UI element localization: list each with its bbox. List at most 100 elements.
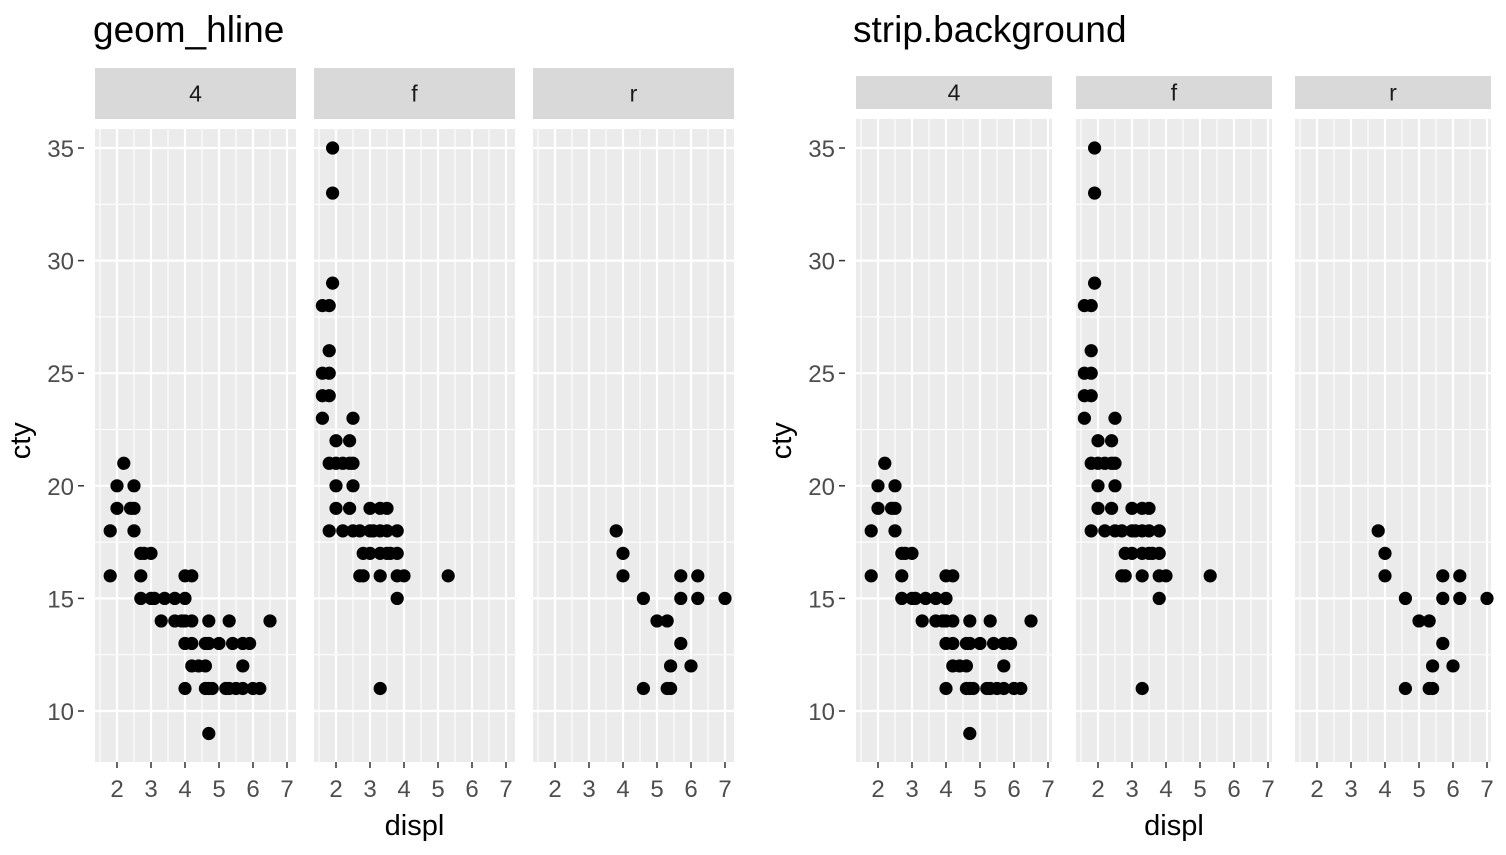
- x-tick-label: 3: [905, 776, 918, 803]
- data-point: [178, 681, 192, 696]
- data-point: [1453, 591, 1467, 606]
- data-point: [674, 591, 688, 606]
- x-tick-label: 3: [1344, 776, 1357, 803]
- data-point: [1084, 389, 1098, 403]
- data-point: [1118, 569, 1132, 583]
- data-point: [326, 276, 340, 290]
- data-point: [871, 479, 885, 493]
- data-point: [1088, 186, 1102, 200]
- x-tick-label: 6: [246, 776, 259, 803]
- data-point: [915, 614, 929, 628]
- data-point: [1142, 524, 1156, 538]
- data-point: [691, 591, 705, 606]
- data-point: [178, 591, 192, 606]
- data-point: [1084, 299, 1098, 313]
- x-axis-label: displ: [385, 810, 445, 842]
- x-tick-label: 6: [684, 776, 697, 803]
- data-point: [1135, 569, 1149, 583]
- x-tick-label: 5: [650, 776, 663, 803]
- data-point: [117, 456, 131, 470]
- data-point: [718, 591, 732, 606]
- data-point: [609, 524, 623, 538]
- data-point: [674, 569, 688, 583]
- x-tick-label: 3: [363, 776, 376, 803]
- y-tick-label: 35: [47, 136, 74, 163]
- facet-panel-4: 42 3 4 5 6 7: [856, 76, 1055, 803]
- data-point: [939, 681, 953, 696]
- data-point: [959, 659, 974, 673]
- data-point: [1378, 569, 1392, 583]
- x-tick-label: 5: [212, 776, 225, 803]
- x-tick-label: 3: [144, 776, 157, 803]
- data-point: [336, 524, 350, 538]
- data-point: [888, 524, 902, 538]
- x-tick-label: 7: [1261, 776, 1274, 803]
- data-point: [1084, 524, 1098, 538]
- data-point: [236, 659, 250, 673]
- data-point: [329, 434, 343, 448]
- data-point: [946, 636, 960, 651]
- data-point: [380, 501, 394, 515]
- data-point: [1152, 591, 1166, 606]
- data-point: [888, 479, 902, 493]
- data-point: [1446, 659, 1460, 673]
- data-point: [1077, 411, 1091, 425]
- x-tick-label: 2: [1091, 776, 1104, 803]
- facet-panel-r: r 2 3 4 5 6 7: [1295, 76, 1494, 803]
- data-point: [1480, 591, 1494, 606]
- data-point: [185, 569, 199, 583]
- data-point: [660, 614, 674, 628]
- chart-title: geom_hline: [93, 9, 284, 50]
- facet-strip: [1295, 76, 1491, 109]
- data-point: [691, 569, 705, 583]
- chart-title: strip.background: [853, 9, 1127, 50]
- data-point: [1091, 479, 1105, 493]
- data-point: [1398, 681, 1412, 696]
- data-point: [919, 591, 933, 606]
- data-point: [441, 569, 455, 583]
- data-point: [664, 659, 678, 673]
- data-point: [905, 546, 919, 560]
- y-tick-label: 20: [808, 474, 835, 501]
- data-point: [674, 636, 688, 651]
- data-point: [168, 591, 182, 606]
- facet-strip-label: f: [411, 81, 418, 107]
- data-point: [616, 546, 630, 560]
- facet-panel-f: f 2 3 4 5 6 7: [1076, 76, 1275, 803]
- data-point: [322, 344, 336, 358]
- data-point: [1108, 479, 1122, 493]
- y-tick-label: 20: [47, 474, 74, 501]
- data-point: [326, 186, 340, 200]
- data-point: [1084, 366, 1098, 380]
- data-point: [1088, 276, 1102, 290]
- data-point: [1203, 569, 1217, 583]
- data-point: [1024, 614, 1038, 628]
- data-point: [390, 591, 404, 606]
- data-point: [373, 569, 387, 583]
- data-point: [1422, 614, 1436, 628]
- x-tick-label: 6: [1007, 776, 1020, 803]
- data-point: [864, 524, 878, 538]
- facet-strip: [1076, 76, 1272, 109]
- facet-strip-label: 4: [189, 81, 202, 107]
- data-point: [1091, 501, 1105, 515]
- panel-background: [95, 129, 296, 762]
- data-point: [1398, 591, 1412, 606]
- y-tick-label: 15: [808, 586, 835, 613]
- data-point: [363, 501, 377, 515]
- y-tick-label: 10: [47, 699, 74, 726]
- data-point: [134, 569, 148, 583]
- facet-strip: [856, 76, 1052, 109]
- y-axis-label: cty: [5, 422, 37, 460]
- facet-strip-label: r: [630, 81, 638, 107]
- data-point: [963, 726, 977, 741]
- data-point: [1436, 591, 1450, 606]
- data-point: [997, 681, 1011, 696]
- data-point: [185, 614, 199, 628]
- data-point: [243, 636, 257, 651]
- facet-strip: [533, 68, 734, 119]
- facet-strip: [95, 68, 296, 119]
